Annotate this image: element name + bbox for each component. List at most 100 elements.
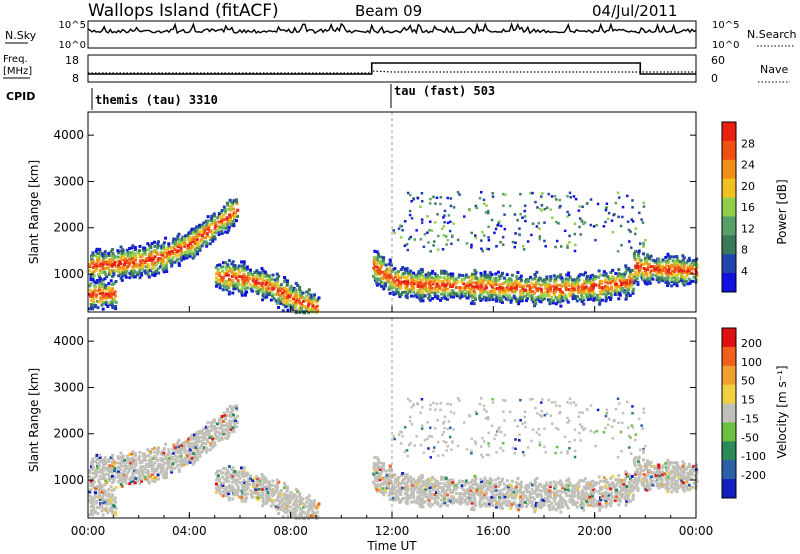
velocity-cell <box>113 469 117 473</box>
power-cell <box>192 254 196 258</box>
power-cell <box>91 303 95 307</box>
power-cell <box>588 280 592 284</box>
velocity-cell <box>429 426 432 429</box>
velocity-cell <box>91 513 95 517</box>
velocity-cell <box>528 500 532 504</box>
power-cell <box>188 254 192 258</box>
power-cell <box>588 287 592 291</box>
velocity-cell <box>510 490 514 494</box>
power-cell <box>285 281 289 285</box>
power-cell <box>400 280 404 284</box>
power-cell <box>116 259 120 263</box>
power-cell <box>200 233 204 237</box>
velocity-cell <box>101 499 105 503</box>
power-cell <box>421 282 425 286</box>
velocity-cell <box>464 489 468 493</box>
velocity-cell <box>534 508 538 512</box>
velocity-cell <box>442 482 446 486</box>
velocity-cell <box>506 489 510 493</box>
power-cell <box>298 306 302 310</box>
velocity-cell <box>673 471 677 475</box>
velocity-cell <box>513 496 517 500</box>
power-cell <box>426 275 430 279</box>
velocity-cell <box>389 469 393 473</box>
power-cell <box>680 272 684 276</box>
power-cell <box>588 276 592 280</box>
velocity-cell <box>609 476 613 480</box>
velocity-cell <box>216 430 220 434</box>
velocity-cell <box>508 483 512 487</box>
velocity-cell <box>548 485 552 489</box>
velocity-cell <box>280 497 284 501</box>
velocity-cell <box>573 449 577 453</box>
velocity-cell <box>657 465 661 469</box>
velocity-cell <box>144 465 148 469</box>
power-cell <box>651 277 655 281</box>
velocity-cell <box>264 495 268 499</box>
velocity-cell <box>218 488 222 492</box>
velocity-cell <box>218 490 222 494</box>
power-swatch <box>722 178 736 199</box>
velocity-cell <box>458 494 462 498</box>
power-cell <box>551 216 554 220</box>
power-cell <box>495 287 499 291</box>
power-cell <box>540 289 544 293</box>
velocity-cell <box>475 488 479 492</box>
power-cell <box>595 298 599 302</box>
velocity-cell <box>409 441 413 445</box>
power-cell <box>257 281 261 285</box>
velocity-cell <box>484 504 488 508</box>
power-cell <box>149 244 153 248</box>
velocity-cell <box>92 480 96 484</box>
velocity-cell <box>381 476 385 480</box>
power-cell <box>229 282 233 286</box>
velocity-cell <box>543 427 546 430</box>
velocity-cell <box>548 504 552 508</box>
power-cell <box>582 273 586 277</box>
power-cell <box>467 286 471 290</box>
velocity-cell <box>664 466 668 470</box>
velocity-cell <box>567 419 571 423</box>
velocity-cell <box>401 434 404 438</box>
velocity-cell <box>255 496 259 500</box>
velocity-cell <box>546 498 550 502</box>
power-cell <box>401 265 405 269</box>
power-cell <box>167 244 171 248</box>
power-cell <box>128 253 132 257</box>
power-swatch <box>722 254 736 274</box>
velocity-cell <box>298 498 302 502</box>
power-cell <box>583 287 587 291</box>
power-cell <box>510 273 514 277</box>
velocity-cell <box>603 484 607 488</box>
velocity-cell <box>107 492 111 496</box>
velocity-cell <box>428 479 432 483</box>
power-cell <box>514 241 517 245</box>
velocity-cell <box>389 489 393 493</box>
velocity-cell <box>177 447 181 451</box>
power-cell <box>151 273 155 277</box>
power-cell <box>420 192 424 195</box>
power-cell <box>490 285 494 289</box>
power-cell <box>415 229 418 232</box>
power-cell <box>426 215 429 218</box>
power-cell <box>497 295 501 299</box>
velocity-cell <box>406 485 410 489</box>
velocity-cell <box>655 467 659 471</box>
power-cell <box>468 288 472 292</box>
power-cell <box>150 242 154 246</box>
velocity-cell <box>642 483 646 487</box>
power-cell <box>88 284 92 288</box>
velocity-cell <box>463 421 466 424</box>
power-cell <box>617 215 620 219</box>
velocity-cell <box>653 473 657 477</box>
power-cell <box>501 243 505 247</box>
power-cell <box>90 305 94 309</box>
velocity-cell <box>128 459 132 463</box>
power-cell <box>633 270 637 274</box>
velocity-cell <box>645 488 649 492</box>
velocity-cell <box>231 407 235 411</box>
velocity-cell <box>498 493 502 497</box>
power-cell <box>195 246 199 250</box>
power-cell <box>314 305 318 309</box>
power-cell <box>285 298 289 302</box>
